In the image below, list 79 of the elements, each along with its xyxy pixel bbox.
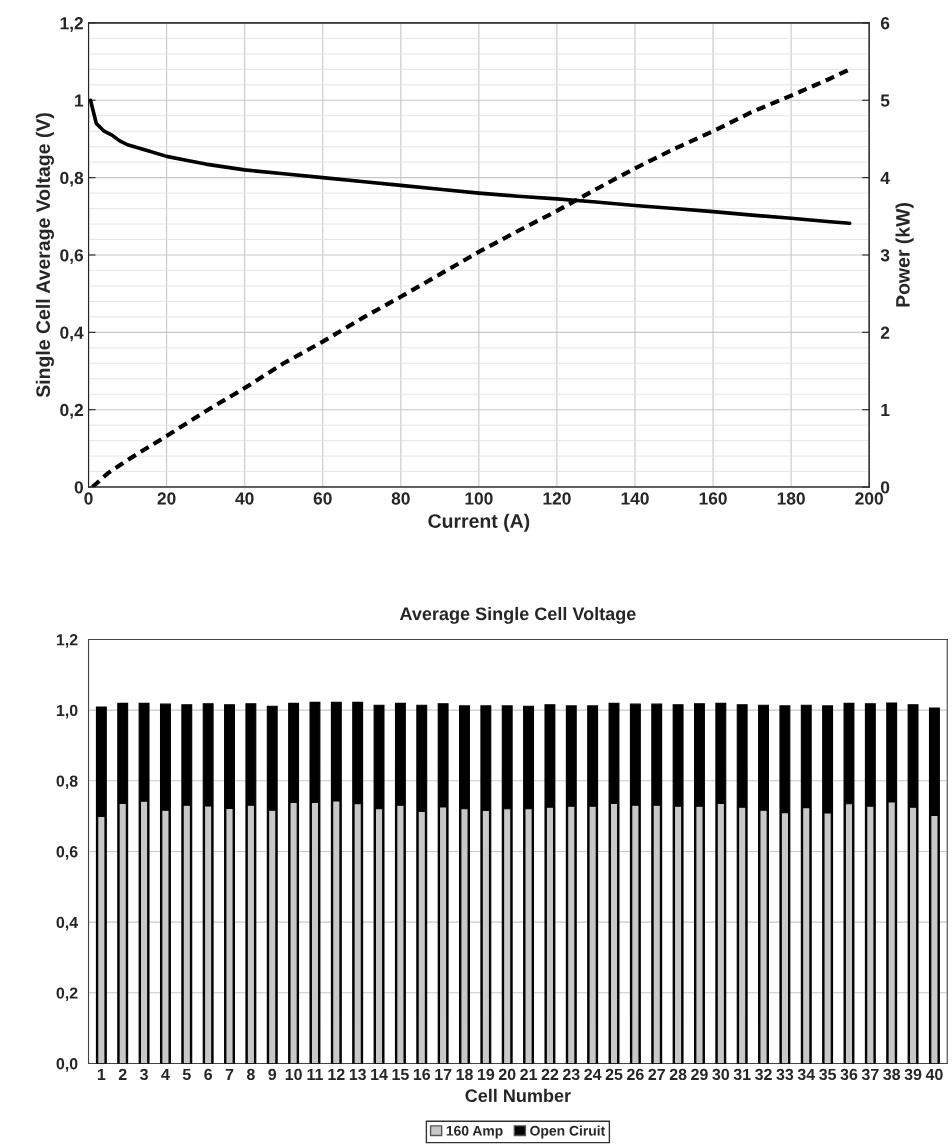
x-tick-label: 25 bbox=[605, 1068, 623, 1081]
y2-tick-label: 0 bbox=[880, 481, 890, 494]
y-tick-label: 0,8 bbox=[56, 775, 78, 790]
x-tick-label: 34 bbox=[797, 1068, 816, 1081]
legend-label: Open Ciruit bbox=[530, 1125, 606, 1139]
x-tick-label: 3 bbox=[140, 1068, 148, 1081]
chart-title: Average Single Cell Voltage bbox=[399, 606, 636, 624]
x-tick-label: 31 bbox=[733, 1068, 751, 1081]
x-tick-label: 140 bbox=[621, 492, 649, 505]
x-tick-label: 200 bbox=[855, 492, 883, 505]
legend-label: 160 Amp bbox=[446, 1125, 503, 1139]
x-tick-label: 17 bbox=[435, 1068, 452, 1080]
y-tick-label: 0,0 bbox=[56, 1058, 78, 1072]
x-tick-label: 10 bbox=[285, 1068, 302, 1081]
y-tick-label: 0,8 bbox=[60, 171, 84, 187]
x-tick-label: 7 bbox=[225, 1068, 234, 1080]
x-tick-label: 15 bbox=[392, 1068, 409, 1081]
x-tick-label: 2 bbox=[118, 1068, 127, 1080]
x-tick-label: 160 bbox=[699, 492, 727, 505]
x-tick-label: 18 bbox=[456, 1068, 473, 1081]
x-tick-label: 13 bbox=[349, 1068, 366, 1081]
x-tick-label: 29 bbox=[691, 1068, 708, 1081]
x-tick-label: 19 bbox=[477, 1068, 495, 1081]
x-tick-label: 11 bbox=[307, 1068, 323, 1080]
x-tick-label: 40 bbox=[235, 492, 254, 505]
x-tick-label: 39 bbox=[904, 1068, 922, 1081]
y2-axis-title: Power (kW) bbox=[895, 203, 914, 307]
x-tick-label: 180 bbox=[777, 492, 805, 505]
y2-tick-label: 3 bbox=[880, 249, 890, 262]
x-tick-label: 37 bbox=[861, 1068, 879, 1081]
x-tick-label: 20 bbox=[498, 1068, 516, 1081]
x-tick-label: 40 bbox=[925, 1068, 943, 1081]
y2-tick-label: 5 bbox=[880, 94, 890, 107]
x-tick-label: 14 bbox=[371, 1068, 388, 1080]
x-tick-label: 30 bbox=[712, 1068, 730, 1081]
y-tick-label: 1,0 bbox=[56, 704, 78, 719]
x-tick-label: 0 bbox=[84, 492, 93, 505]
x-tick-label: 80 bbox=[391, 492, 410, 505]
x-tick-label: 120 bbox=[543, 492, 571, 505]
x-tick-label: 28 bbox=[669, 1068, 687, 1081]
y-axis-title: Single Cell Average Voltage (V) bbox=[35, 113, 54, 398]
x-tick-label: 1 bbox=[97, 1068, 106, 1080]
y-tick-label: 0 bbox=[74, 481, 83, 494]
y-tick-label: 1 bbox=[75, 94, 84, 107]
x-tick-label: 27 bbox=[648, 1068, 665, 1080]
y2-tick-label: 2 bbox=[880, 326, 890, 339]
y-tick-label: 0,2 bbox=[56, 987, 78, 1002]
x-tick-label: 24 bbox=[584, 1068, 602, 1080]
x-tick-label: 6 bbox=[204, 1068, 213, 1081]
x-tick-label: 9 bbox=[268, 1068, 277, 1081]
x-tick-label: 26 bbox=[627, 1068, 644, 1081]
x-tick-label: 22 bbox=[541, 1068, 559, 1080]
y2-tick-label: 4 bbox=[880, 171, 890, 184]
x-tick-label: 4 bbox=[161, 1068, 170, 1080]
x-tick-label: 32 bbox=[755, 1068, 772, 1081]
x-tick-label: 36 bbox=[840, 1068, 858, 1081]
x-axis-title: Cell Number bbox=[465, 1088, 571, 1103]
y-tick-label: 0,6 bbox=[56, 846, 78, 860]
x-tick-label: 60 bbox=[313, 492, 332, 505]
x-tick-label: 12 bbox=[328, 1068, 345, 1080]
x-tick-label: 21 bbox=[520, 1068, 538, 1080]
x-tick-label: 16 bbox=[413, 1068, 431, 1081]
y2-tick-label: 6 bbox=[880, 17, 890, 30]
y-tick-label: 0,4 bbox=[60, 326, 84, 342]
y2-tick-label: 1 bbox=[881, 404, 890, 416]
x-axis-title: Current (A) bbox=[428, 513, 530, 532]
y-tick-label: 0,6 bbox=[60, 249, 84, 264]
x-tick-label: 8 bbox=[246, 1068, 255, 1081]
y-tick-label: 0,2 bbox=[60, 403, 83, 419]
x-tick-label: 100 bbox=[465, 492, 493, 505]
x-tick-label: 5 bbox=[182, 1068, 191, 1081]
x-tick-label: 38 bbox=[883, 1068, 901, 1081]
x-tick-label: 33 bbox=[776, 1068, 794, 1081]
x-tick-label: 23 bbox=[562, 1068, 580, 1081]
x-tick-label: 35 bbox=[819, 1068, 837, 1081]
y-tick-label: 0,4 bbox=[56, 916, 79, 931]
x-tick-label: 20 bbox=[157, 492, 176, 505]
y-tick-label: 1,2 bbox=[60, 17, 83, 32]
y-tick-label: 1,2 bbox=[56, 634, 78, 648]
